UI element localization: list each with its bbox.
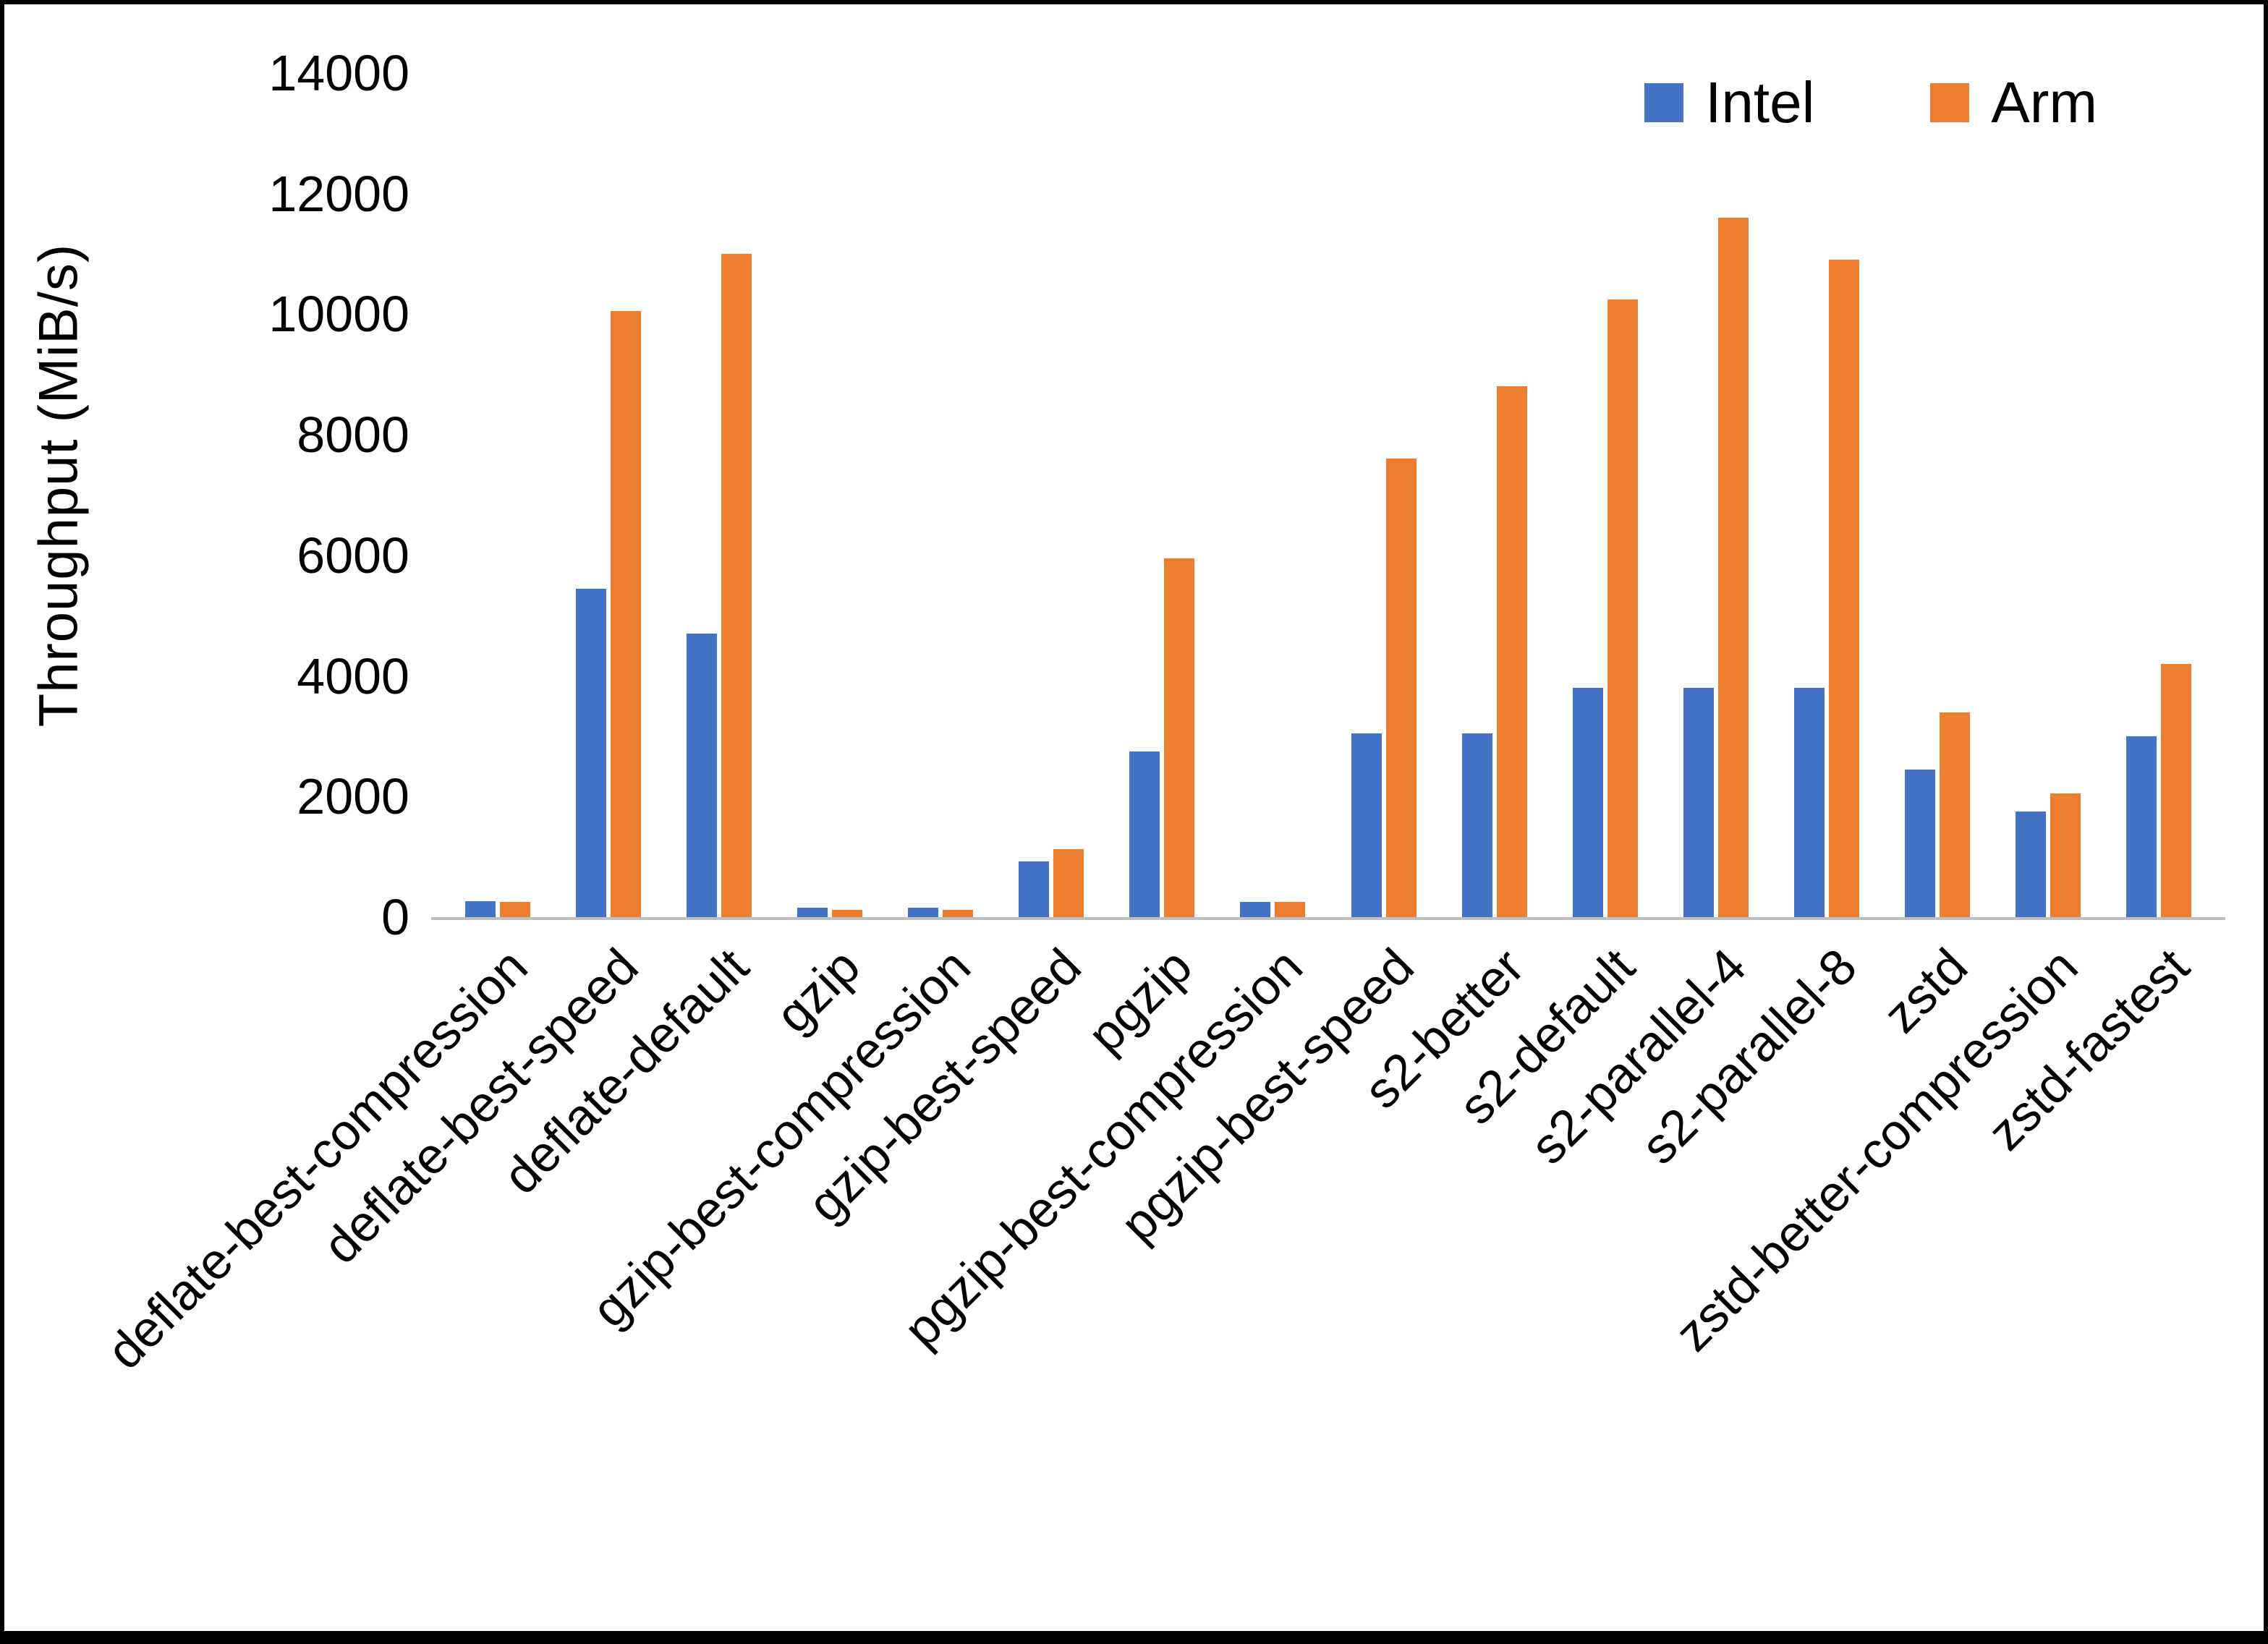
legend-item-intel: Intel [1644,69,1814,136]
legend-swatch-icon [1644,83,1684,122]
bar-intel-s2-parallel-4 [1683,688,1714,917]
y-tick-label: 2000 [297,768,409,825]
legend-swatch-icon [1930,83,1970,122]
y-axis-title: Throughput (MiB/s) [27,243,90,728]
x-axis-line [431,917,2225,920]
bar-arm-zstd-better-compression [2050,793,2081,917]
bar-arm-pgzip-best-speed [1385,459,1417,917]
bar-intel-deflate-best-compression [464,901,496,917]
bar-intel-zstd-fastest [2126,736,2157,917]
bar-arm-deflate-best-speed [610,311,641,917]
bar-intel-pgzip-best-compression [1240,902,1271,917]
bar-arm-gzip-best-speed [1053,849,1084,917]
y-tick-label: 4000 [297,647,409,704]
bar-intel-zstd [1905,770,1936,917]
bar-arm-s2-parallel-4 [1717,218,1749,917]
bar-arm-gzip [831,910,862,917]
bar-arm-gzip-best-compression [943,910,974,917]
legend-label: Arm [1991,70,2097,135]
bar-intel-gzip-best-speed [1019,861,1050,917]
bar-intel-s2-parallel-8 [1794,688,1825,917]
y-tick-label: 14000 [268,45,409,101]
legend: Intel Arm [1644,69,2097,136]
bar-arm-zstd-fastest [2161,664,2192,917]
y-tick-label: 8000 [297,406,409,464]
bar-arm-zstd [1940,712,1971,917]
bar-intel-deflate-default [686,634,717,917]
legend-label: Intel [1705,70,1815,135]
y-tick-label: 10000 [268,286,409,343]
bar-arm-s2-parallel-8 [1829,260,1860,917]
y-tick-label: 0 [381,889,409,945]
bar-arm-pgzip-best-compression [1275,902,1306,917]
x-tick-label-deflate-best-compression: deflate-best-compression [95,937,538,1380]
bar-intel-pgzip-best-speed [1351,733,1382,917]
y-tick-label: 12000 [268,165,409,222]
bar-intel-deflate-best-speed [575,589,606,917]
bar-arm-s2-default [1607,299,1638,917]
bar-intel-zstd-better-compression [2016,812,2047,917]
legend-item-arm: Arm [1930,69,2097,136]
bar-intel-s2-default [1572,688,1603,917]
bar-arm-s2-better [1496,386,1527,917]
bar-intel-gzip [797,908,828,917]
bar-arm-deflate-best-compression [499,902,530,917]
bar-arm-deflate-default [721,254,752,917]
bar-intel-pgzip [1129,751,1160,917]
bar-intel-gzip-best-compression [908,908,939,917]
y-tick-label: 6000 [297,527,409,584]
bar-arm-pgzip [1164,558,1195,917]
bar-intel-s2-better [1461,733,1492,917]
